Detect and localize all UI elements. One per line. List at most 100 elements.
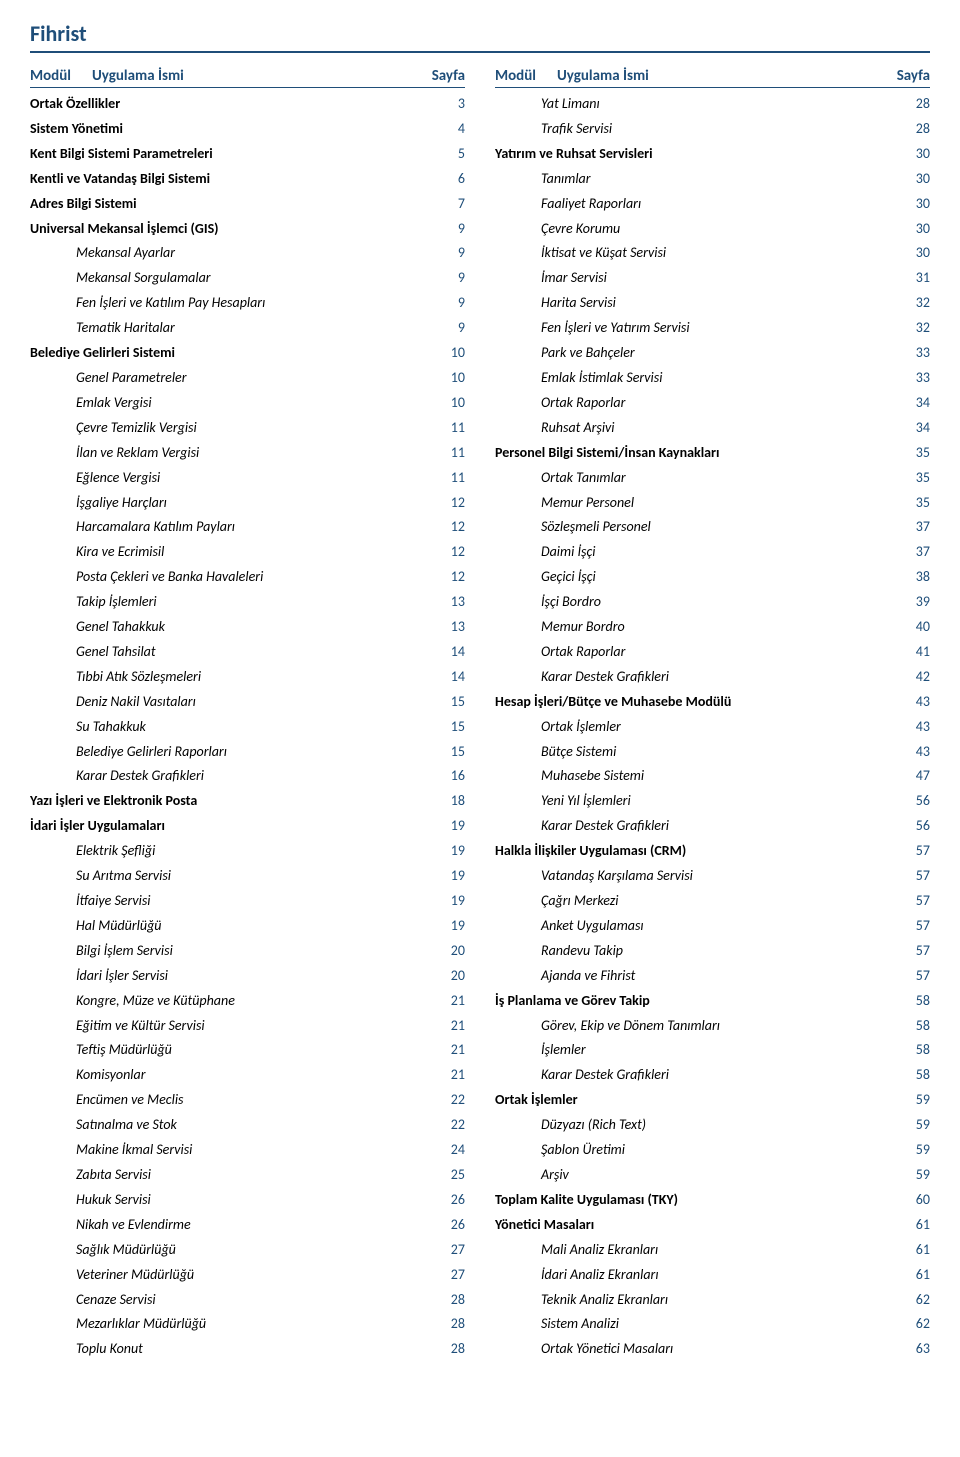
toc-entry-label: Düzyazı (Rich Text) [495,1113,890,1138]
toc-entry: Ajanda ve Fihrist57 [495,964,930,989]
toc-entry: Hukuk Servisi26 [30,1188,465,1213]
toc-entry-label: Ortak İşlemler [495,715,890,740]
toc-entry: Harcamalara Katılım Payları12 [30,515,465,540]
toc-entry-page: 11 [425,416,465,441]
toc-entry-label: Yönetici Masaları [495,1213,890,1238]
toc-entry: Hal Müdürlüğü19 [30,914,465,939]
toc-entry-page: 24 [425,1138,465,1163]
toc-entry: Ortak Yönetici Masaları63 [495,1337,930,1362]
toc-entry-page: 28 [890,117,930,142]
toc-entry: Takip İşlemleri13 [30,590,465,615]
toc-entry-page: 43 [890,690,930,715]
toc-entry: Mali Analiz Ekranları61 [495,1238,930,1263]
toc-entry-page: 34 [890,416,930,441]
toc-entry-page: 62 [890,1288,930,1313]
toc-entry-label: Sözleşmeli Personel [495,515,890,540]
toc-entry-page: 14 [425,640,465,665]
toc-entry-page: 20 [425,939,465,964]
toc-entry-page: 60 [890,1188,930,1213]
toc-entry: Elektrik Şefliği19 [30,839,465,864]
toc-entry-label: Yatırım ve Ruhsat Servisleri [495,142,890,167]
toc-entry: Personel Bilgi Sistemi/İnsan Kaynakları3… [495,441,930,466]
toc-entry-label: Ortak İşlemler [495,1088,890,1113]
toc-entry: Sözleşmeli Personel37 [495,515,930,540]
column-header-right: Modül Uygulama İsmi Sayfa [495,67,930,88]
toc-entry: İdari Analiz Ekranları61 [495,1263,930,1288]
toc-entry: Mekansal Ayarlar9 [30,241,465,266]
toc-entry: Geçici İşçi38 [495,565,930,590]
toc-entry-page: 12 [425,491,465,516]
toc-entry-page: 6 [425,167,465,192]
toc-entry: Şablon Üretimi59 [495,1138,930,1163]
toc-columns: Modül Uygulama İsmi Sayfa Ortak Özellikl… [30,67,930,1362]
toc-entry-label: Tematik Haritalar [30,316,425,341]
toc-entry-label: Nikah ve Evlendirme [30,1213,425,1238]
toc-entry-label: İtfaiye Servisi [30,889,425,914]
toc-entry-page: 3 [425,92,465,117]
toc-entry-label: Trafik Servisi [495,117,890,142]
toc-entry-label: İdari İşler Servisi [30,964,425,989]
toc-entry-label: Genel Tahsilat [30,640,425,665]
left-column: Modül Uygulama İsmi Sayfa Ortak Özellikl… [30,67,465,1362]
toc-entry-page: 26 [425,1188,465,1213]
toc-entry-label: İktisat ve Küşat Servisi [495,241,890,266]
header-name: Uygulama İsmi [557,67,880,85]
toc-entry-page: 28 [425,1288,465,1313]
toc-entry-label: Su Tahakkuk [30,715,425,740]
toc-entry-label: Memur Bordro [495,615,890,640]
toc-entry: Sistem Yönetimi4 [30,117,465,142]
toc-entry-label: Universal Mekansal İşlemci (GIS) [30,217,425,242]
toc-entry-label: İşlemler [495,1038,890,1063]
toc-entry-label: Eğlence Vergisi [30,466,425,491]
toc-entry-page: 9 [425,291,465,316]
toc-entry-label: Ortak Raporlar [495,640,890,665]
toc-entry-label: Tıbbi Atık Sözleşmeleri [30,665,425,690]
toc-entry-label: Sistem Analizi [495,1312,890,1337]
toc-entry-page: 37 [890,515,930,540]
toc-entry-page: 61 [890,1263,930,1288]
toc-entry: Ortak Raporlar41 [495,640,930,665]
toc-entry-label: Deniz Nakil Vasıtaları [30,690,425,715]
toc-entry: Cenaze Servisi28 [30,1288,465,1313]
toc-entry-page: 11 [425,441,465,466]
toc-entry-label: Randevu Takip [495,939,890,964]
toc-entry-page: 21 [425,989,465,1014]
toc-entry-page: 21 [425,1014,465,1039]
toc-entry-page: 4 [425,117,465,142]
toc-entry-page: 57 [890,914,930,939]
toc-entry: Emlak Vergisi10 [30,391,465,416]
toc-entry-label: Anket Uygulaması [495,914,890,939]
toc-entry-label: Karar Destek Grafikleri [30,764,425,789]
toc-entry-label: Encümen ve Meclis [30,1088,425,1113]
toc-entry-label: Geçici İşçi [495,565,890,590]
toc-entry-page: 9 [425,266,465,291]
toc-entry-page: 61 [890,1213,930,1238]
toc-entry-page: 19 [425,814,465,839]
toc-entry-page: 33 [890,366,930,391]
toc-entry-label: Karar Destek Grafikleri [495,665,890,690]
toc-entry-label: İlan ve Reklam Vergisi [30,441,425,466]
toc-entry: Bütçe Sistemi43 [495,740,930,765]
toc-entry-page: 12 [425,540,465,565]
toc-entry: Tematik Haritalar9 [30,316,465,341]
toc-entry-page: 9 [425,217,465,242]
toc-entry-page: 34 [890,391,930,416]
toc-entry-label: İdari İşler Uygulamaları [30,814,425,839]
toc-entry-page: 30 [890,217,930,242]
toc-entry-page: 62 [890,1312,930,1337]
toc-entry-label: Muhasebe Sistemi [495,764,890,789]
toc-entry: Eğitim ve Kültür Servisi21 [30,1014,465,1039]
toc-entry-page: 56 [890,814,930,839]
toc-entry: Hesap İşleri/Bütçe ve Muhasebe Modülü43 [495,690,930,715]
toc-entry-label: Ortak Özellikler [30,92,425,117]
toc-entry: Trafik Servisi28 [495,117,930,142]
toc-entry: Düzyazı (Rich Text)59 [495,1113,930,1138]
toc-entry-page: 7 [425,192,465,217]
toc-entry-label: İşgaliye Harçları [30,491,425,516]
toc-entry-page: 16 [425,764,465,789]
toc-entry-page: 42 [890,665,930,690]
toc-entry-page: 59 [890,1138,930,1163]
toc-entry-label: Mekansal Ayarlar [30,241,425,266]
toc-entry-page: 15 [425,740,465,765]
toc-entry-label: Kongre, Müze ve Kütüphane [30,989,425,1014]
